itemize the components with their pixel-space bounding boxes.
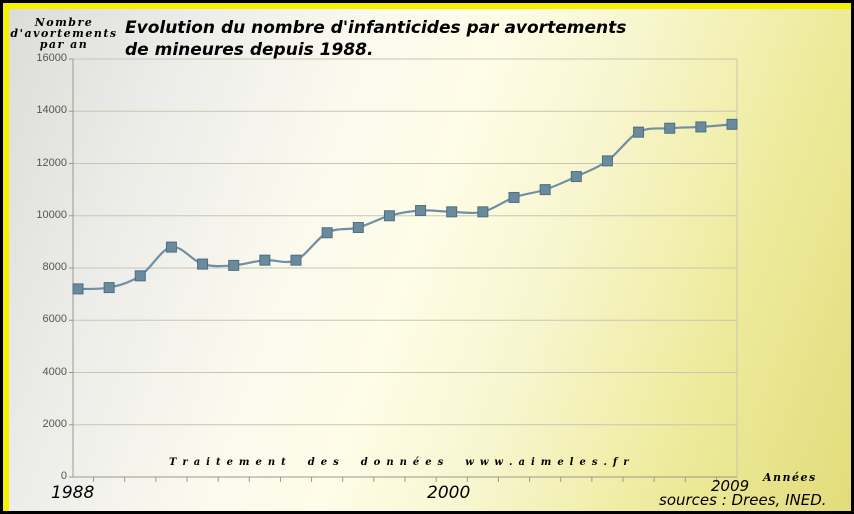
y-tick-label: 12000 xyxy=(36,156,67,169)
data-point-1995 xyxy=(290,254,302,266)
data-point-1999 xyxy=(415,205,427,217)
data-point-2006 xyxy=(633,126,645,138)
data-point-1998 xyxy=(383,210,395,222)
data-point-2007 xyxy=(664,122,676,134)
x-tick-label-2000: 2000 xyxy=(427,483,471,503)
chart-plot xyxy=(69,58,738,482)
data-point-1992 xyxy=(197,258,209,270)
y-tick-label: 10000 xyxy=(36,208,67,221)
data-point-2001 xyxy=(477,206,489,218)
y-tick-label: 16000 xyxy=(36,52,67,64)
x-tick-label-1988: 1988 xyxy=(51,483,95,503)
data-point-1991 xyxy=(165,241,177,253)
y-axis-label: Nombre d'avortements par an xyxy=(9,17,119,50)
y-tick-label: 4000 xyxy=(42,365,67,378)
y-tick-label: 14000 xyxy=(36,104,67,117)
y-tick-label: 0 xyxy=(60,470,67,482)
x-tick-label-2009: 2009 xyxy=(711,477,750,495)
data-point-1993 xyxy=(228,259,240,271)
data-point-1996 xyxy=(321,227,333,239)
chart-title-line-2: de mineures depuis 1988. xyxy=(125,40,374,60)
y-axis-label-line-1: Nombre xyxy=(34,16,94,29)
data-point-1994 xyxy=(259,254,271,266)
data-point-2000 xyxy=(446,206,458,218)
data-point-2008 xyxy=(695,121,707,133)
credit-word: d o n n é e s xyxy=(360,457,444,468)
credit-word: T r a i t e m e n t xyxy=(169,457,286,468)
data-point-2009 xyxy=(726,118,738,130)
x-axis-label: Années xyxy=(763,471,817,484)
y-axis-label-line-3: par an xyxy=(39,38,89,51)
credit-word: w w w . a i m e l e s . f r xyxy=(465,457,629,468)
chart-panel: Nombre d'avortements par an Evolution du… xyxy=(9,9,851,511)
data-point-2002 xyxy=(508,191,520,203)
series-line xyxy=(77,123,733,291)
y-axis-label-line-2: d'avortements xyxy=(10,27,118,40)
data-point-2003 xyxy=(539,184,551,196)
data-point-2005 xyxy=(601,155,613,167)
data-point-1988 xyxy=(72,283,84,295)
data-point-1997 xyxy=(352,222,364,234)
y-tick-label: 6000 xyxy=(42,313,67,326)
data-point-1990 xyxy=(134,270,146,282)
credit-word: d e s xyxy=(307,457,339,468)
chart-title: Evolution du nombre d'infanticides par a… xyxy=(125,17,685,61)
y-tick-label: 8000 xyxy=(42,261,67,273)
data-point-1989 xyxy=(103,282,115,294)
y-tick-label: 2000 xyxy=(42,417,67,430)
data-point-2004 xyxy=(570,171,582,183)
source-note: sources : Drees, INED. xyxy=(659,491,827,509)
chart-title-line-1: Evolution du nombre d'infanticides par a… xyxy=(125,18,627,38)
